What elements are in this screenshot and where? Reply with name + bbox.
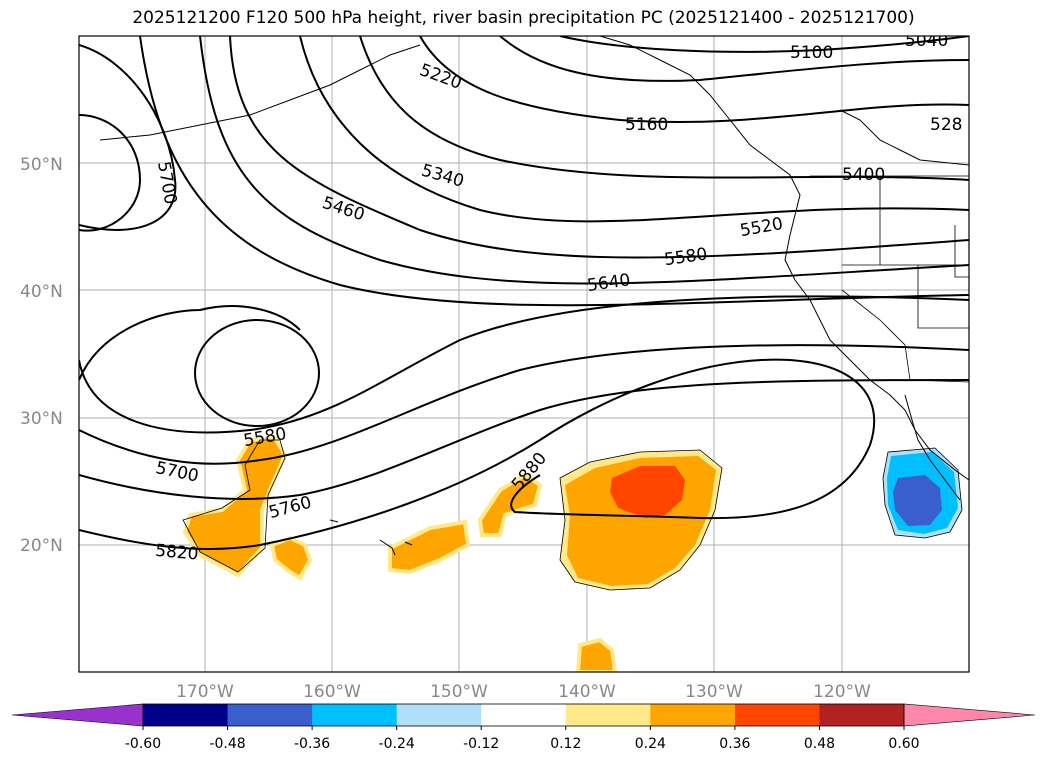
colorbar-segment: [227, 704, 313, 726]
lat-label: 50°N: [20, 155, 63, 175]
colorbar-tick-label: 0.12: [550, 736, 581, 752]
colorbar-tick-label: -0.12: [463, 736, 499, 752]
lon-label: 170°W: [176, 682, 234, 702]
colorbar-segment: [734, 704, 820, 726]
colorbar-segment: [565, 704, 651, 726]
colorbar-tick-label: 0.36: [719, 736, 750, 752]
colorbar-tick-label: -0.36: [294, 736, 330, 752]
contour-label: 5820: [154, 541, 199, 565]
lon-label: 160°W: [303, 682, 361, 702]
precip-shading: [182, 435, 962, 672]
contour-label: 5400: [842, 165, 885, 185]
lat-label: 20°N: [20, 536, 63, 556]
latitude-labels: 50°N 40°N 30°N 20°N: [20, 155, 63, 556]
colorbar-segment: [396, 704, 482, 726]
colorbar-frame: [142, 703, 905, 727]
colorbar-tick-label: 0.48: [804, 736, 835, 752]
coastlines: [99, 36, 969, 556]
colorbar-tick-label: -0.48: [209, 736, 245, 752]
contour-label: 528: [930, 115, 962, 135]
colorbar: -0.60 -0.48 -0.36 -0.24 -0.12 0.12 0.24 0.36 0.4…: [11, 703, 1036, 752]
lon-label: 140°W: [558, 682, 616, 702]
colorbar-segment: [819, 704, 905, 726]
colorbar-tick-label: -0.60: [125, 736, 161, 752]
lat-label: 40°N: [20, 282, 63, 302]
contour-label: 5040: [905, 31, 948, 51]
contour-label: 5160: [625, 115, 668, 135]
map-area: [79, 36, 969, 672]
colorbar-tick-label: 0.24: [635, 736, 666, 752]
colorbar-segment: [143, 704, 229, 726]
colorbar-segment: [481, 704, 567, 726]
lon-label: 150°W: [430, 682, 488, 702]
contour-label: 5100: [790, 43, 833, 63]
lon-label: 130°W: [685, 682, 743, 702]
lat-label: 30°N: [20, 409, 63, 429]
colorbar-segment: [650, 704, 736, 726]
colorbar-tick-label: -0.24: [379, 736, 415, 752]
longitude-labels: 170°W 160°W 150°W 140°W 130°W 120°W: [176, 682, 871, 702]
colorbar-extension-low: [11, 703, 144, 727]
colorbar-extension-high: [903, 703, 1036, 727]
lon-label: 120°W: [813, 682, 871, 702]
height-contours: [79, 36, 969, 551]
colorbar-tick-label: 0.60: [888, 736, 919, 752]
map-title: 2025121200 F120 500 hPa height, river ba…: [132, 8, 915, 28]
map-frame: [78, 35, 970, 673]
colorbar-segment: [312, 704, 398, 726]
precip-outlines: [182, 439, 963, 591]
